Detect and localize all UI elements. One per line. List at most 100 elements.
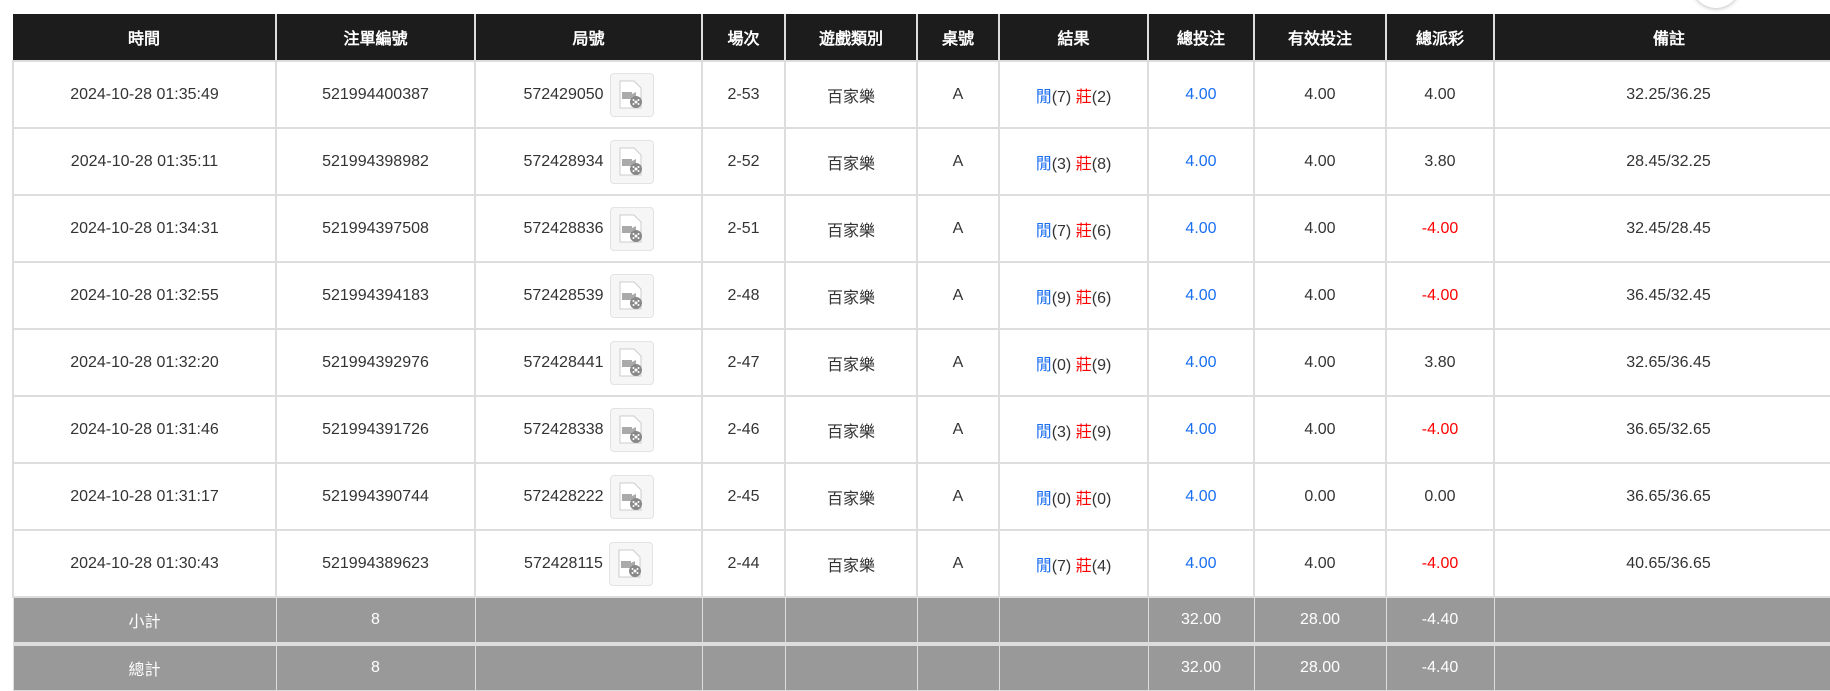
empty-cell <box>916 642 1000 691</box>
column-header-result: 結果 <box>998 14 1148 61</box>
cell-round: 572428115 <box>474 529 703 598</box>
round-number: 572428441 <box>523 353 604 371</box>
summary-total-bet: 32.00 <box>1147 642 1255 691</box>
video-replay-icon[interactable] <box>609 273 654 318</box>
round-number: 572428836 <box>523 219 604 237</box>
player-score: (9) <box>1051 289 1072 307</box>
cell-bet-id: 521994400387 <box>275 60 476 129</box>
player-score: (0) <box>1051 356 1072 374</box>
cell-time: 2024-10-28 01:30:43 <box>12 529 277 598</box>
cell-payout: 3.80 <box>1385 127 1495 196</box>
cell-total-bet: 4.00 <box>1147 395 1255 464</box>
cell-total-bet: 4.00 <box>1147 261 1255 330</box>
cell-note: 32.25/36.25 <box>1493 60 1830 129</box>
player-label: 閒 <box>1035 88 1052 106</box>
cell-table: A <box>916 261 1000 330</box>
empty-cell <box>1493 642 1830 691</box>
summary-total-bet: 32.00 <box>1147 596 1255 645</box>
cell-game: 百家樂 <box>784 261 918 330</box>
video-replay-icon[interactable] <box>609 340 654 385</box>
column-header-payout: 總派彩 <box>1385 14 1494 61</box>
cell-result: 閒(3) 莊(8) <box>998 127 1149 196</box>
cell-valid-bet: 4.00 <box>1253 328 1387 397</box>
table-row: 2024-10-28 01:34:31 521994397508 5724288… <box>12 194 1830 263</box>
video-replay-icon[interactable] <box>609 206 654 251</box>
column-header-game: 遊戲類別 <box>784 14 917 61</box>
round-number: 572429050 <box>523 85 604 103</box>
cell-round: 572428934 <box>474 127 703 196</box>
cell-result: 閒(3) 莊(9) <box>998 395 1149 464</box>
cell-valid-bet: 4.00 <box>1253 529 1387 598</box>
cell-note: 32.65/36.45 <box>1493 328 1830 397</box>
summary-payout: -4.40 <box>1385 642 1495 691</box>
summary-valid-bet: 28.00 <box>1253 596 1387 645</box>
cell-total-bet: 4.00 <box>1147 60 1255 129</box>
banker-label: 莊 <box>1075 88 1092 106</box>
banker-label: 莊 <box>1075 490 1092 508</box>
cell-result: 閒(7) 莊(2) <box>998 60 1149 129</box>
player-score: (3) <box>1051 155 1072 173</box>
column-header-note: 備註 <box>1493 14 1830 61</box>
video-replay-icon[interactable] <box>609 139 654 184</box>
video-replay-icon[interactable] <box>609 407 654 452</box>
cell-game: 百家樂 <box>784 529 918 598</box>
banker-score: (2) <box>1091 88 1112 106</box>
banker-label: 莊 <box>1075 289 1092 307</box>
bet-history-table: 時間 注單編號 局號 場次 遊戲類別 桌號 結果 總投注 有效投注 總派彩 備註 2024-10-2… <box>12 14 1830 691</box>
cell-time: 2024-10-28 01:35:11 <box>12 127 277 196</box>
cell-note: 36.45/32.45 <box>1493 261 1830 330</box>
empty-cell <box>784 596 918 645</box>
summary-valid-bet: 28.00 <box>1253 642 1387 691</box>
video-replay-icon[interactable] <box>609 72 654 117</box>
round-number: 572428115 <box>524 554 603 572</box>
cell-payout: -4.00 <box>1385 194 1495 263</box>
video-replay-icon[interactable] <box>609 474 654 519</box>
player-score: (7) <box>1051 88 1072 106</box>
column-header-round: 局號 <box>474 14 702 61</box>
cell-shoe: 2-47 <box>701 328 786 397</box>
column-header-shoe: 場次 <box>701 14 785 61</box>
table-row: 2024-10-28 01:31:46 521994391726 5724283… <box>12 395 1830 464</box>
cell-game: 百家樂 <box>784 127 918 196</box>
cell-valid-bet: 0.00 <box>1253 462 1387 531</box>
table-row: 2024-10-28 01:35:11 521994398982 5724289… <box>12 127 1830 196</box>
cell-table: A <box>916 529 1000 598</box>
cell-valid-bet: 4.00 <box>1253 127 1387 196</box>
cell-note: 40.65/36.65 <box>1493 529 1830 598</box>
cell-payout: -4.00 <box>1385 395 1495 464</box>
table-row: 2024-10-28 01:31:17 521994390744 5724282… <box>12 462 1830 531</box>
column-header-time: 時間 <box>13 14 276 61</box>
banker-label: 莊 <box>1075 423 1092 441</box>
round-number: 572428338 <box>523 420 604 438</box>
cell-shoe: 2-51 <box>701 194 786 263</box>
video-replay-icon[interactable] <box>608 541 653 586</box>
cell-result: 閒(9) 莊(6) <box>998 261 1149 330</box>
table-row: 2024-10-28 01:35:49 521994400387 5724290… <box>12 60 1830 129</box>
empty-cell <box>701 642 786 691</box>
cell-bet-id: 521994391726 <box>275 395 476 464</box>
table-header: 時間 注單編號 局號 場次 遊戲類別 桌號 結果 總投注 有效投注 總派彩 備註 <box>13 14 1830 61</box>
player-label: 閒 <box>1035 356 1052 374</box>
cell-total-bet: 4.00 <box>1147 194 1255 263</box>
summary-count: 8 <box>275 596 476 645</box>
floating-button[interactable] <box>1692 0 1740 8</box>
player-score: (0) <box>1051 490 1072 508</box>
cell-round: 572428222 <box>474 462 703 531</box>
column-header-total-bet: 總投注 <box>1147 14 1254 61</box>
player-label: 閒 <box>1035 289 1052 307</box>
cell-time: 2024-10-28 01:35:49 <box>12 60 277 129</box>
table-row: 2024-10-28 01:30:43 521994389623 5724281… <box>12 529 1830 598</box>
player-label: 閒 <box>1035 222 1052 240</box>
player-label: 閒 <box>1035 155 1052 173</box>
cell-bet-id: 521994390744 <box>275 462 476 531</box>
cell-shoe: 2-45 <box>701 462 786 531</box>
cell-payout: -4.00 <box>1385 261 1495 330</box>
column-header-valid-bet: 有效投注 <box>1253 14 1386 61</box>
cell-time: 2024-10-28 01:34:31 <box>12 194 277 263</box>
cell-time: 2024-10-28 01:32:20 <box>12 328 277 397</box>
banker-score: (9) <box>1091 356 1112 374</box>
cell-bet-id: 521994394183 <box>275 261 476 330</box>
cell-valid-bet: 4.00 <box>1253 261 1387 330</box>
cell-round: 572428539 <box>474 261 703 330</box>
column-header-table: 桌號 <box>916 14 999 61</box>
